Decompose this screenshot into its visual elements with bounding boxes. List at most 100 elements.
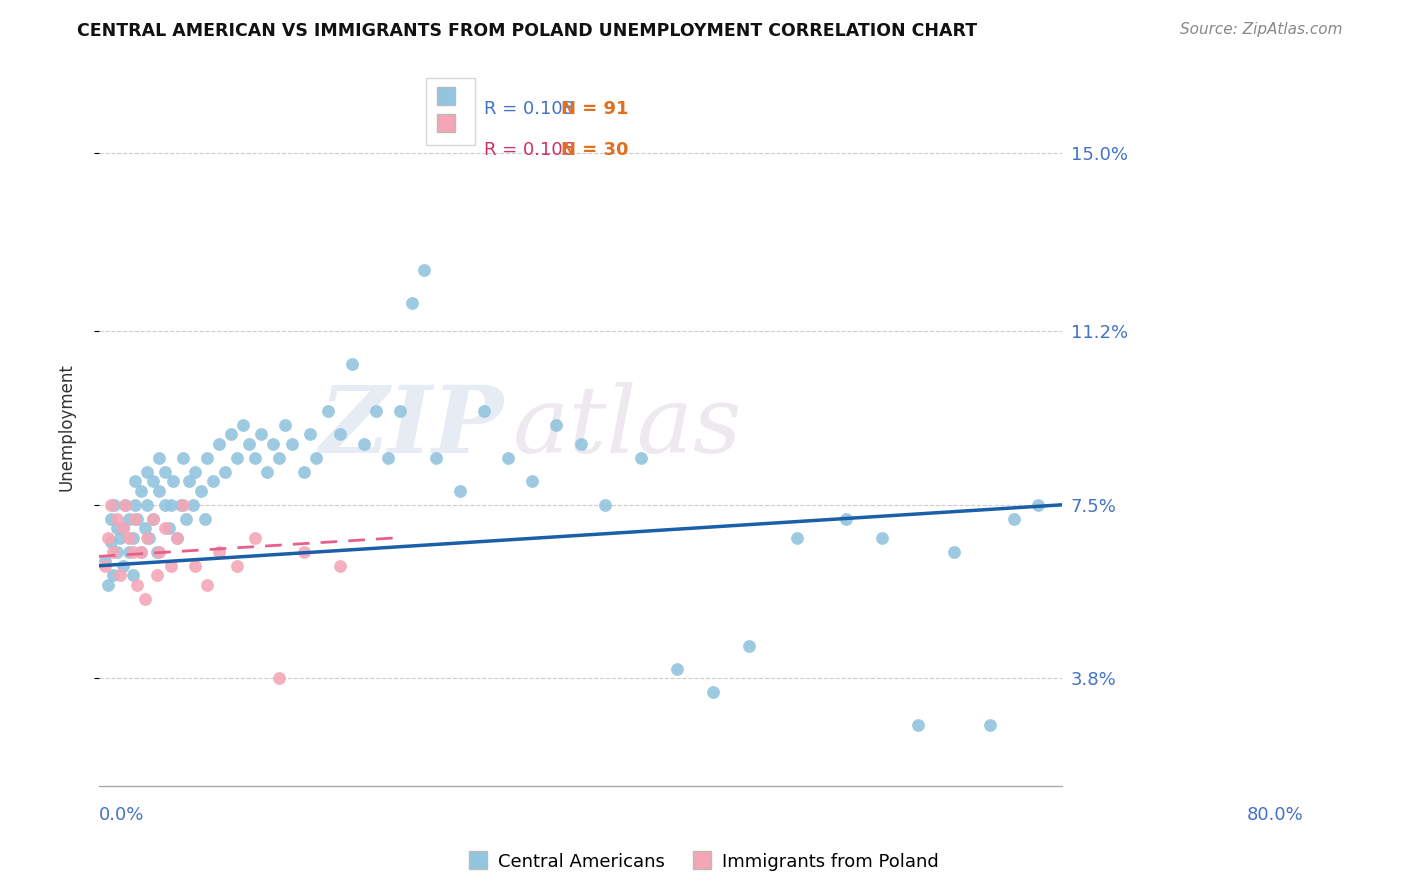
Point [413, 263, 436, 277]
Point [172, 498, 194, 512]
Point [181, 498, 204, 512]
Y-axis label: Unemployment: Unemployment [58, 363, 75, 491]
Point [472, 404, 495, 418]
Point [160, 498, 183, 512]
Point [226, 558, 249, 573]
Point [262, 437, 284, 451]
Point [226, 450, 249, 465]
Point [129, 483, 152, 498]
Point [145, 568, 167, 582]
Point [329, 427, 352, 442]
Point [942, 544, 965, 558]
Point [134, 521, 156, 535]
Point [153, 498, 176, 512]
Point [219, 427, 242, 442]
Text: N = 30: N = 30 [561, 141, 628, 159]
Point [170, 498, 193, 512]
Point [136, 531, 159, 545]
Point [174, 512, 197, 526]
Point [195, 450, 218, 465]
Point [250, 427, 273, 442]
Point [245, 450, 267, 465]
Point [298, 427, 321, 442]
Point [153, 521, 176, 535]
Point [274, 418, 297, 433]
Point [148, 483, 170, 498]
Point [179, 475, 201, 489]
Point [907, 718, 929, 732]
Point [145, 544, 167, 558]
Point [121, 531, 143, 545]
Point [148, 544, 170, 558]
Point [195, 577, 218, 591]
Point [129, 544, 152, 558]
Text: N = 91: N = 91 [561, 101, 628, 119]
Point [340, 357, 363, 371]
Point [157, 521, 180, 535]
Point [834, 512, 856, 526]
Point [1002, 512, 1025, 526]
Point [110, 531, 132, 545]
Point [100, 512, 122, 526]
Point [103, 568, 125, 582]
Text: ZIP: ZIP [319, 383, 503, 473]
Point [304, 450, 326, 465]
Point [166, 531, 188, 545]
Point [111, 521, 134, 535]
Point [127, 512, 149, 526]
Point [329, 558, 352, 573]
Point [449, 483, 471, 498]
Legend: , : , [426, 78, 475, 145]
Point [142, 475, 165, 489]
Point [105, 544, 128, 558]
Text: R = 0.108: R = 0.108 [484, 101, 574, 119]
Point [238, 437, 260, 451]
Point [569, 437, 592, 451]
Point [184, 558, 207, 573]
Point [103, 544, 125, 558]
Point [160, 558, 183, 573]
Text: CENTRAL AMERICAN VS IMMIGRANTS FROM POLAND UNEMPLOYMENT CORRELATION CHART: CENTRAL AMERICAN VS IMMIGRANTS FROM POLA… [77, 22, 977, 40]
Point [190, 483, 212, 498]
Point [94, 558, 117, 573]
Point [162, 475, 184, 489]
Point [738, 639, 761, 653]
Point [136, 498, 159, 512]
Point [280, 437, 302, 451]
Point [142, 512, 165, 526]
Point [97, 577, 120, 591]
Point [214, 465, 236, 479]
Point [105, 521, 128, 535]
Text: R = 0.106: R = 0.106 [484, 141, 574, 159]
Point [172, 450, 194, 465]
Legend: Central Americans, Immigrants from Poland: Central Americans, Immigrants from Polan… [460, 845, 946, 879]
Point [118, 512, 141, 526]
Point [232, 418, 254, 433]
Point [124, 498, 146, 512]
Point [100, 498, 122, 512]
Point [184, 465, 207, 479]
Point [256, 465, 278, 479]
Point [377, 450, 399, 465]
Point [100, 535, 122, 549]
Point [425, 450, 447, 465]
Text: 80.0%: 80.0% [1247, 806, 1303, 824]
Point [124, 475, 146, 489]
Point [127, 577, 149, 591]
Point [121, 568, 143, 582]
Point [142, 512, 165, 526]
Point [269, 671, 291, 685]
Point [110, 568, 132, 582]
Point [124, 512, 146, 526]
Point [114, 498, 136, 512]
Point [138, 531, 160, 545]
Point [316, 404, 339, 418]
Point [292, 465, 315, 479]
Point [118, 544, 141, 558]
Point [166, 531, 188, 545]
Point [702, 685, 724, 699]
Point [401, 296, 423, 310]
Point [665, 662, 688, 676]
Point [1026, 498, 1049, 512]
Point [269, 450, 291, 465]
